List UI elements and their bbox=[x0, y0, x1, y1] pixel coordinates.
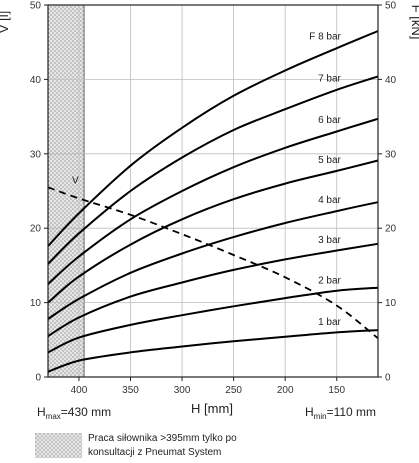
curves bbox=[47, 30, 379, 373]
h-min-label: Hmin=110 mm bbox=[305, 405, 376, 421]
y-left-axis-label: V [l] bbox=[0, 11, 11, 33]
y-left-tick-label: 20 bbox=[30, 224, 42, 235]
x-tick-label: 300 bbox=[174, 385, 191, 396]
y-right-tick-label: 0 bbox=[385, 373, 391, 384]
x-tick-label: 150 bbox=[328, 385, 345, 396]
y-left-tick-label: 30 bbox=[30, 149, 42, 160]
y-left-tick-label: 50 bbox=[30, 1, 42, 12]
legend-note: Praca siłownika >395mm tylko po konsulta… bbox=[88, 432, 288, 460]
y-left-tick-label: 0 bbox=[35, 373, 41, 384]
series-line-5 bbox=[47, 117, 379, 285]
series-line-8 bbox=[47, 186, 379, 340]
y-right-tick-label: 10 bbox=[385, 298, 397, 309]
x-axis-label: H [mm] bbox=[191, 401, 233, 416]
y-left-tick-label: 10 bbox=[30, 298, 42, 309]
series-label-6: 7 bar bbox=[318, 73, 341, 84]
x-tick-label: 200 bbox=[277, 385, 294, 396]
hatched-legend-swatch bbox=[35, 433, 82, 458]
legend-note-line-2: konsultacji z Pneumat System bbox=[88, 447, 222, 458]
series-label-3: 4 bar bbox=[318, 195, 341, 206]
series-line-3 bbox=[47, 201, 379, 320]
series-line-2 bbox=[47, 242, 379, 337]
series-line-4 bbox=[47, 159, 379, 304]
series-label-8: V bbox=[72, 175, 79, 186]
x-tick-label: 350 bbox=[122, 385, 139, 396]
x-tick-label: 400 bbox=[71, 385, 88, 396]
series-line-0 bbox=[47, 329, 379, 373]
x-tick-label: 250 bbox=[225, 385, 242, 396]
series-label-1: 2 bar bbox=[318, 275, 341, 286]
y-right-tick-label: 30 bbox=[385, 149, 397, 160]
series-label-2: 3 bar bbox=[318, 235, 341, 246]
y-right-tick-label: 20 bbox=[385, 224, 397, 235]
series-label-0: 1 bar bbox=[318, 317, 341, 328]
plot-frame bbox=[47, 4, 379, 378]
y-right-axis-label: F [kN] bbox=[409, 5, 419, 40]
series-line-1 bbox=[47, 286, 379, 354]
curve-labels: 1 bar 2 bar 3 bar 4 bar 5 bar 6 bar 7 bar F 8 b… bbox=[72, 31, 342, 328]
series-line-6 bbox=[47, 75, 379, 265]
y-left-tick-label: 40 bbox=[30, 75, 42, 86]
series-label-5: 6 bar bbox=[318, 115, 341, 126]
h-max-label: Hmax=430 mm bbox=[37, 405, 111, 421]
y-right-tick-label: 50 bbox=[385, 1, 397, 12]
legend-note-line-1: Praca siłownika >395mm tylko po bbox=[88, 433, 237, 444]
series-label-7: F 8 bar bbox=[309, 31, 341, 42]
series-label-4: 5 bar bbox=[318, 155, 341, 166]
series-line-7 bbox=[47, 30, 379, 247]
y-right-tick-label: 40 bbox=[385, 75, 397, 86]
ticks: 0 10 20 30 40 50 0 10 20 30 40 50 400 350 300 250 200 150 bbox=[30, 1, 397, 397]
